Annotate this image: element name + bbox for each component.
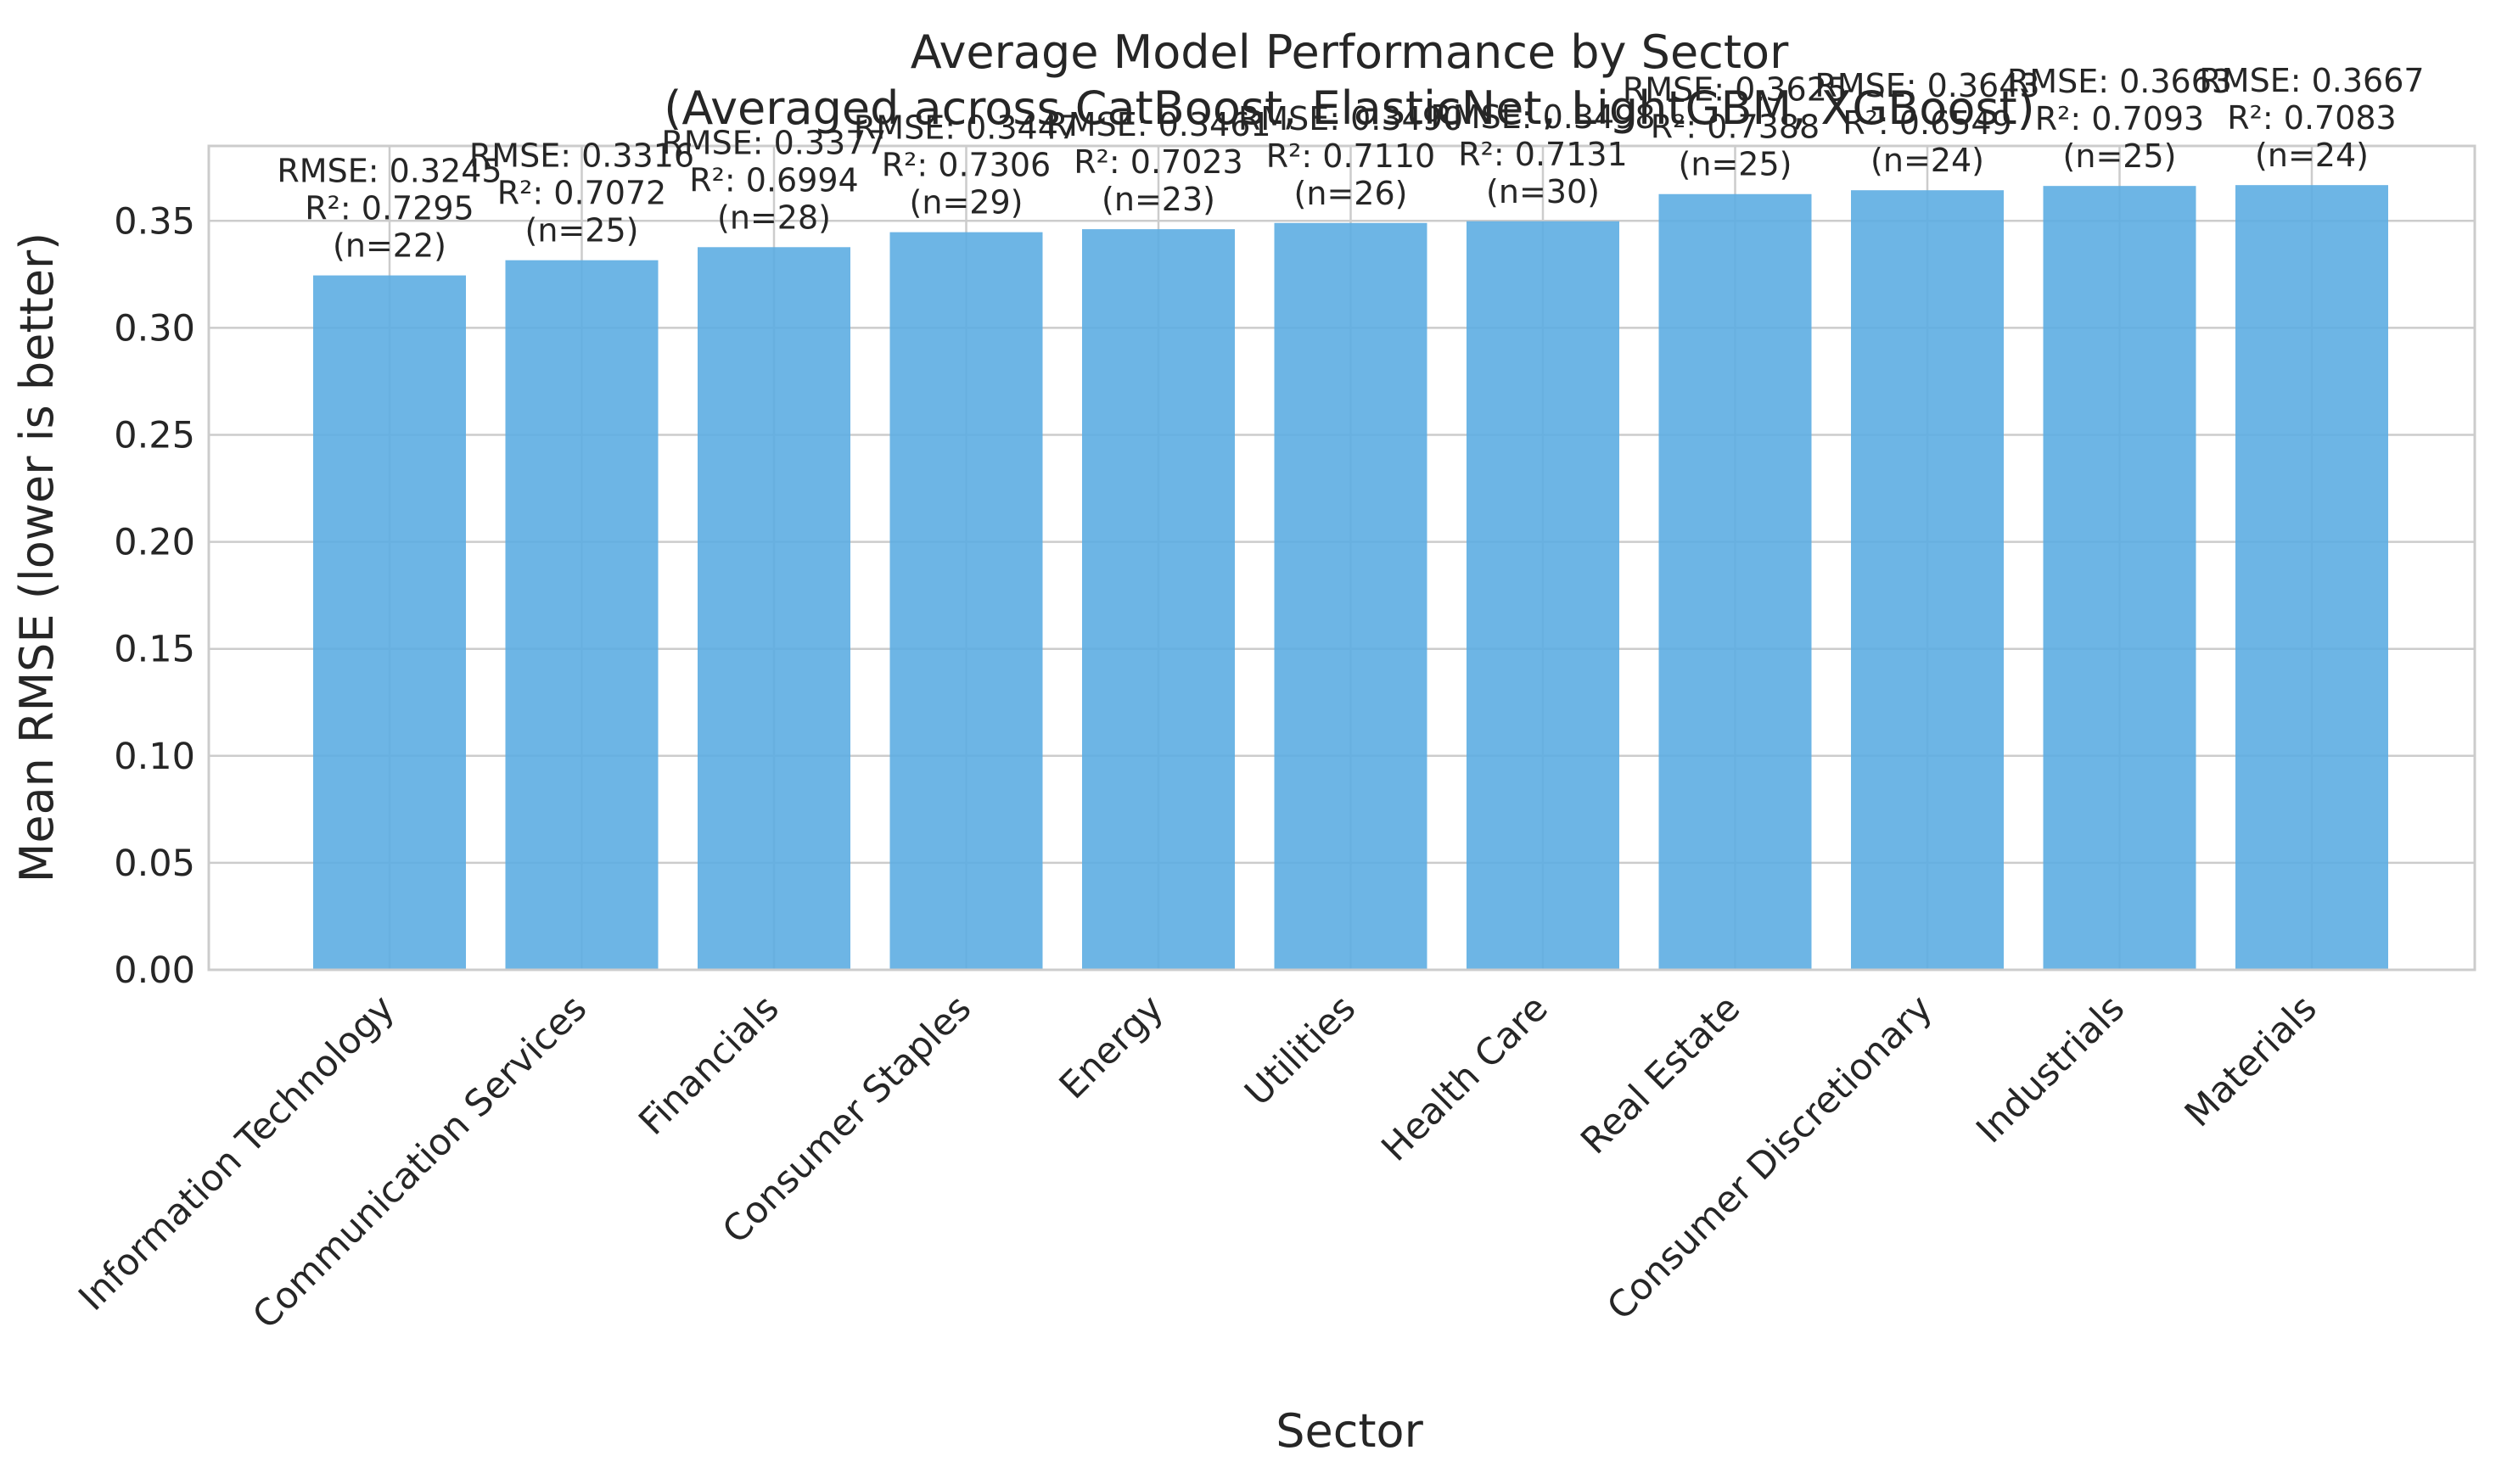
bar-annotation-n: (n=28) — [717, 199, 831, 236]
bar-annotation-n: (n=30) — [1486, 173, 1600, 210]
bar-annotation-r2: R²: 0.6549 — [1842, 104, 2011, 142]
bar-annotation-r2: R²: 0.7083 — [2227, 99, 2396, 137]
x-tick-label: Communication Services — [244, 987, 595, 1337]
bar — [2043, 186, 2196, 971]
bar-annotation-n: (n=25) — [2063, 137, 2177, 175]
bar-annotation-rmse: RMSE: 0.3377 — [661, 124, 886, 161]
x-tick-label: Real Estate — [1573, 987, 1748, 1162]
plot-frame — [207, 144, 2476, 972]
bar-annotation-rmse: RMSE: 0.3667 — [2199, 62, 2424, 99]
bar-annotation-r2: R²: 0.7388 — [1651, 109, 1820, 146]
bars-layer — [313, 185, 2388, 971]
bar — [1082, 229, 1235, 970]
bar-annotation-rmse: RMSE: 0.3625 — [1623, 71, 1848, 109]
x-tick-label: Materials — [2177, 987, 2325, 1135]
y-tick-label: 0.20 — [114, 522, 195, 564]
bar-annotation-r2: R²: 0.7072 — [497, 175, 666, 212]
x-tick-label: Utilities — [1237, 987, 1364, 1114]
bar-annotation-n: (n=25) — [1679, 146, 1792, 183]
bar-annotation-rmse: RMSE: 0.3498 — [1430, 98, 1655, 136]
x-tick-label: Industrials — [1968, 987, 2133, 1151]
x-tick-label: Financials — [631, 987, 787, 1143]
chart-subtitle: (Averaged across CatBoost, ElasticNet, L… — [664, 81, 2035, 135]
bar — [698, 247, 850, 970]
bar-annotation-r2: R²: 0.7131 — [1458, 136, 1627, 173]
bar-annotation-n: (n=24) — [1870, 142, 1984, 179]
bar-annotation-n: (n=29) — [910, 184, 1024, 221]
bar — [1658, 193, 1812, 970]
bar-annotation-r2: R²: 0.7093 — [2035, 100, 2204, 137]
y-tick-label: 0.35 — [114, 200, 195, 243]
bar-annotation-rmse: RMSE: 0.3245 — [277, 153, 502, 190]
bar-annotation-n: (n=23) — [1102, 181, 1215, 218]
x-tick-label: Consumer Discretionary — [1599, 987, 1940, 1328]
bar-annotation-r2: R²: 0.7110 — [1266, 137, 1435, 175]
y-tick-label: 0.15 — [114, 629, 195, 671]
y-tick-labels: 0.00 0.05 0.10 0.15 0.20 0.25 0.30 0.35 — [114, 200, 195, 992]
y-tick-label: 0.05 — [114, 843, 195, 885]
bar — [1467, 221, 1619, 971]
y-tick-label: 0.30 — [114, 307, 195, 350]
bar — [1851, 190, 2004, 970]
x-tick-label: Information Technology — [70, 987, 402, 1319]
bar — [505, 260, 659, 970]
chart-title: Average Model Performance by Sector — [911, 25, 1789, 79]
y-tick-label: 0.00 — [114, 949, 195, 992]
bar-annotation-rmse: RMSE: 0.3490 — [1238, 100, 1463, 137]
bar-annotation-rmse: RMSE: 0.3663 — [2007, 63, 2232, 100]
bar-annotation-r2: R²: 0.7295 — [305, 190, 474, 227]
bar — [2235, 185, 2388, 970]
bar-annotation-n: (n=24) — [2255, 137, 2369, 174]
y-axis-label: Mean RMSE (lower is better) — [10, 232, 64, 882]
bar-annotation-rmse: RMSE: 0.3643 — [1814, 67, 2039, 104]
bar-annotation-rmse: RMSE: 0.3316 — [469, 137, 694, 175]
bar-annotation-r2: R²: 0.7023 — [1074, 143, 1242, 181]
bar-annotation-n: (n=22) — [333, 227, 446, 265]
bar-annotation-r2: R²: 0.6994 — [689, 161, 858, 199]
bar — [1274, 222, 1427, 970]
bar-annotation-rmse: RMSE: 0.3447 — [854, 109, 1079, 147]
x-axis-label: Sector — [1276, 1404, 1423, 1458]
x-tick-label: Health Care — [1374, 987, 1556, 1169]
bar-annotation-rmse: RMSE: 0.3461 — [1046, 106, 1270, 143]
bar-annotation-n: (n=26) — [1294, 175, 1408, 212]
bar — [889, 232, 1043, 970]
bar-annotation-n: (n=25) — [525, 212, 639, 249]
y-tick-label: 0.25 — [114, 414, 195, 456]
x-tick-label: Energy — [1052, 987, 1172, 1107]
bar — [313, 275, 466, 971]
bar-annotation-r2: R²: 0.7306 — [882, 147, 1051, 184]
y-tick-label: 0.10 — [114, 736, 195, 778]
